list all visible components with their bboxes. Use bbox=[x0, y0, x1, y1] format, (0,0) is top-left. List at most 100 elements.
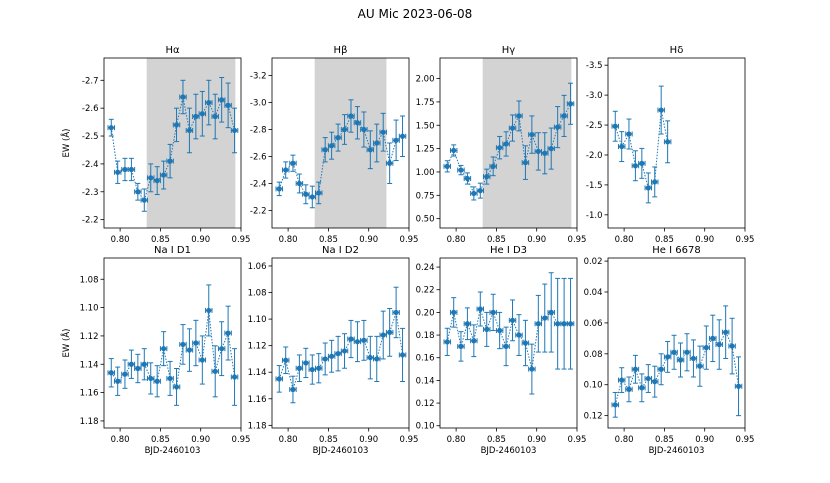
x-tick-label: 0.85 bbox=[319, 235, 338, 245]
y-tick-label: -3.2 bbox=[250, 72, 267, 82]
marker bbox=[335, 351, 341, 357]
data-point bbox=[553, 277, 562, 370]
data-point bbox=[224, 82, 232, 129]
data-point bbox=[134, 353, 142, 384]
marker bbox=[632, 366, 639, 372]
y-tick-label: 0.08 bbox=[584, 350, 603, 360]
data-point bbox=[327, 131, 336, 160]
marker bbox=[639, 385, 645, 391]
marker bbox=[665, 354, 671, 360]
data-point bbox=[560, 94, 568, 137]
data-point bbox=[289, 375, 297, 404]
data-point bbox=[315, 353, 323, 384]
axes-frame bbox=[607, 57, 746, 229]
marker bbox=[645, 375, 651, 382]
panel-title: Hδ bbox=[670, 45, 684, 56]
data-point bbox=[560, 277, 568, 370]
marker bbox=[122, 166, 128, 173]
marker bbox=[387, 160, 393, 166]
data-point bbox=[340, 114, 349, 145]
data-point bbox=[153, 365, 161, 398]
marker bbox=[723, 329, 729, 335]
marker bbox=[464, 175, 470, 182]
y-tick-label: -3.5 bbox=[586, 61, 603, 71]
data-point bbox=[121, 157, 129, 182]
y-axis-label: EW (Å) bbox=[60, 329, 72, 358]
panel-title: Na I D1 bbox=[154, 245, 191, 256]
marker bbox=[380, 129, 386, 135]
data-point bbox=[360, 111, 368, 148]
data-point bbox=[625, 118, 633, 150]
data-point bbox=[476, 182, 485, 199]
marker bbox=[309, 366, 315, 373]
marker bbox=[522, 340, 529, 346]
data-point bbox=[443, 160, 451, 173]
marker bbox=[684, 349, 690, 355]
axes-frame bbox=[439, 57, 578, 229]
marker bbox=[451, 147, 457, 154]
data-point bbox=[107, 358, 115, 388]
marker bbox=[484, 174, 490, 180]
data-point bbox=[302, 347, 310, 379]
marker bbox=[458, 167, 464, 173]
marker bbox=[212, 113, 218, 120]
data-point bbox=[663, 120, 672, 164]
marker bbox=[148, 175, 154, 181]
data-point bbox=[721, 305, 730, 359]
marker bbox=[154, 378, 160, 384]
panel-title: Hβ bbox=[334, 45, 348, 56]
data-point bbox=[308, 354, 317, 385]
marker bbox=[444, 339, 450, 345]
marker bbox=[122, 371, 128, 377]
marker bbox=[697, 363, 703, 369]
data-point bbox=[134, 182, 142, 201]
data-point bbox=[205, 79, 213, 126]
data-point bbox=[521, 319, 530, 367]
series-line bbox=[110, 310, 236, 389]
y-tick-label: -2.2 bbox=[82, 216, 99, 226]
y-tick-label: 0.10 bbox=[416, 422, 435, 432]
x-tick-label: 0.95 bbox=[568, 435, 587, 445]
marker bbox=[290, 160, 296, 166]
data-point bbox=[696, 345, 704, 387]
data-point bbox=[147, 362, 155, 395]
data-point bbox=[295, 173, 304, 194]
data-point bbox=[541, 283, 549, 353]
series-line bbox=[446, 307, 571, 370]
marker bbox=[542, 150, 548, 156]
marker bbox=[509, 317, 516, 323]
marker bbox=[658, 366, 664, 372]
data-point bbox=[321, 342, 329, 376]
data-point bbox=[347, 319, 355, 359]
y-tick-label: -2.6 bbox=[82, 104, 99, 114]
y-tick-label: -3.0 bbox=[250, 99, 267, 109]
data-point bbox=[281, 161, 290, 179]
data-point bbox=[617, 131, 626, 163]
marker bbox=[393, 309, 399, 316]
x-tick-label: 0.80 bbox=[615, 235, 634, 245]
marker bbox=[141, 197, 147, 203]
axes-frame bbox=[103, 257, 242, 429]
data-point bbox=[302, 184, 310, 205]
panel-4: 0.80 0.85 0.90 0.95 -1.0 -1.5 -2.0 -2.5 -3.0 -3.5… bbox=[586, 45, 755, 245]
y-tick-label: 0.22 bbox=[416, 286, 435, 296]
axes-frame bbox=[271, 57, 410, 229]
y-tick-label: -3.0 bbox=[586, 91, 603, 101]
data-point bbox=[625, 376, 633, 403]
data-point bbox=[159, 331, 168, 367]
marker bbox=[167, 375, 173, 382]
data-point bbox=[521, 145, 530, 180]
data-point bbox=[728, 317, 736, 375]
data-point bbox=[657, 353, 665, 386]
data-point bbox=[508, 114, 517, 142]
data-point bbox=[334, 123, 342, 152]
marker bbox=[225, 102, 231, 108]
data-point bbox=[275, 365, 283, 393]
data-point bbox=[192, 319, 200, 367]
data-point bbox=[315, 181, 323, 205]
marker bbox=[322, 356, 328, 362]
x-tick-label: 0.90 bbox=[359, 435, 378, 445]
panel-title: Hα bbox=[165, 45, 180, 56]
y-tick-label: 0.04 bbox=[584, 288, 603, 298]
data-point bbox=[334, 335, 342, 372]
